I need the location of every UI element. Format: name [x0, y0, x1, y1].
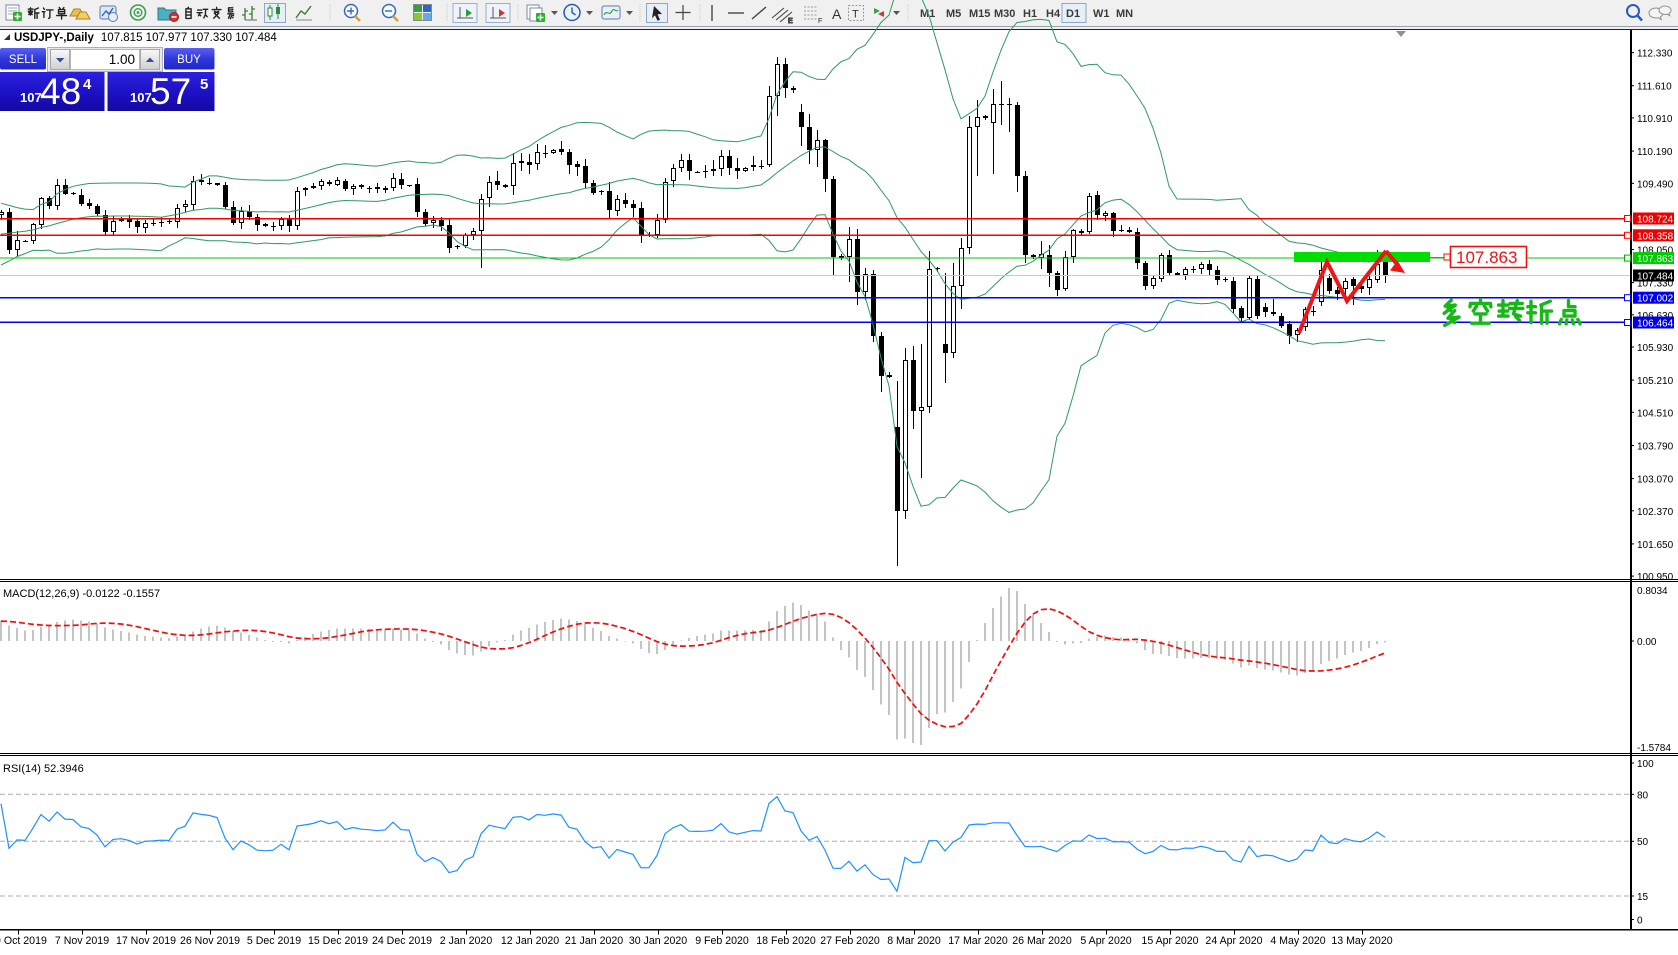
svg-text:5 Apr 2020: 5 Apr 2020	[1080, 935, 1131, 947]
svg-text:30 Jan 2020: 30 Jan 2020	[629, 935, 687, 947]
svg-text:8 Mar 2020: 8 Mar 2020	[887, 935, 941, 947]
svg-text:0: 0	[1637, 916, 1643, 927]
svg-text:105.210: 105.210	[1637, 376, 1674, 387]
svg-text:15: 15	[1637, 892, 1649, 903]
svg-text:T: T	[852, 9, 859, 21]
svg-text:4 May 2020: 4 May 2020	[1270, 935, 1325, 947]
svg-text:107.484: 107.484	[1637, 272, 1674, 283]
svg-text:SELL: SELL	[9, 54, 38, 66]
svg-text:0.8034: 0.8034	[1637, 586, 1668, 597]
svg-text:13 May 2020: 13 May 2020	[1331, 935, 1392, 947]
svg-text:W1: W1	[1093, 8, 1110, 20]
svg-text:A: A	[832, 6, 842, 22]
svg-text:80: 80	[1637, 790, 1649, 801]
svg-text:15 Dec 2019: 15 Dec 2019	[308, 935, 368, 947]
svg-text:18 Feb 2020: 18 Feb 2020	[756, 935, 816, 947]
svg-text:17 Mar 2020: 17 Mar 2020	[948, 935, 1008, 947]
svg-text:108.358: 108.358	[1637, 231, 1674, 242]
svg-text:MN: MN	[1116, 8, 1133, 20]
svg-text:7 Nov 2019: 7 Nov 2019	[55, 935, 109, 947]
svg-text:M15: M15	[969, 8, 990, 20]
svg-text:106.630: 106.630	[1637, 311, 1674, 322]
svg-text:107.863: 107.863	[1456, 248, 1517, 267]
svg-text:24 Dec 2019: 24 Dec 2019	[372, 935, 432, 947]
svg-text:E: E	[788, 18, 793, 25]
svg-text:107.330: 107.330	[1637, 279, 1674, 290]
svg-text:15 Apr 2020: 15 Apr 2020	[1141, 935, 1198, 947]
svg-text:4: 4	[83, 76, 92, 93]
svg-text:107: 107	[130, 90, 152, 105]
svg-text:0.00: 0.00	[1637, 637, 1657, 648]
svg-text:H4: H4	[1046, 8, 1061, 20]
svg-text:100: 100	[1637, 759, 1654, 770]
svg-text:111.610: 111.610	[1637, 82, 1672, 93]
svg-text:12 Jan 2020: 12 Jan 2020	[501, 935, 559, 947]
svg-text:M5: M5	[946, 8, 961, 20]
svg-text:104.510: 104.510	[1637, 408, 1674, 419]
svg-text:29 Oct 2019: 29 Oct 2019	[0, 935, 47, 947]
svg-text:F: F	[818, 18, 822, 25]
svg-text:-1.5784: -1.5784	[1637, 743, 1671, 754]
svg-text:D1: D1	[1066, 8, 1080, 20]
svg-text:21 Jan 2020: 21 Jan 2020	[565, 935, 623, 947]
svg-text:50: 50	[1637, 837, 1649, 848]
svg-text:102.370: 102.370	[1637, 507, 1674, 518]
svg-text:100.950: 100.950	[1637, 572, 1674, 583]
svg-text:110.190: 110.190	[1637, 147, 1673, 158]
svg-text:5: 5	[200, 76, 208, 93]
svg-text:103.070: 103.070	[1637, 475, 1674, 486]
svg-text:26 Nov 2019: 26 Nov 2019	[180, 935, 240, 947]
svg-text:112.330: 112.330	[1637, 49, 1673, 60]
svg-text:108.724: 108.724	[1637, 215, 1674, 226]
svg-text:101.650: 101.650	[1637, 540, 1674, 551]
svg-text:109.490: 109.490	[1637, 179, 1674, 190]
svg-text:BUY: BUY	[177, 54, 201, 66]
svg-text:103.790: 103.790	[1637, 442, 1674, 453]
svg-text:RSI(14) 52.3946: RSI(14) 52.3946	[3, 763, 84, 775]
svg-text:17 Nov 2019: 17 Nov 2019	[116, 935, 176, 947]
svg-text:110.910: 110.910	[1637, 114, 1673, 125]
svg-text:2 Jan 2020: 2 Jan 2020	[440, 935, 493, 947]
svg-text:H1: H1	[1023, 8, 1037, 20]
svg-text:27 Feb 2020: 27 Feb 2020	[820, 935, 880, 947]
svg-text:1.00: 1.00	[109, 52, 135, 67]
svg-text:24 Apr 2020: 24 Apr 2020	[1205, 935, 1262, 947]
svg-text:MACD(12,26,9) -0.0122 -0.1557: MACD(12,26,9) -0.0122 -0.1557	[3, 588, 160, 600]
svg-text:107: 107	[20, 90, 42, 105]
svg-text:9 Feb 2020: 9 Feb 2020	[695, 935, 749, 947]
svg-text:108.050: 108.050	[1637, 246, 1674, 257]
svg-text:107.863: 107.863	[1637, 254, 1674, 265]
svg-text:106.464: 106.464	[1637, 319, 1674, 330]
svg-text:26 Mar 2020: 26 Mar 2020	[1012, 935, 1072, 947]
svg-text:M1: M1	[920, 8, 935, 20]
svg-text:5 Dec 2019: 5 Dec 2019	[247, 935, 301, 947]
svg-text:105.930: 105.930	[1637, 343, 1674, 354]
svg-text:48: 48	[40, 71, 81, 112]
svg-text:M30: M30	[994, 8, 1015, 20]
svg-text:107.002: 107.002	[1637, 294, 1674, 305]
svg-text:57: 57	[150, 71, 191, 112]
